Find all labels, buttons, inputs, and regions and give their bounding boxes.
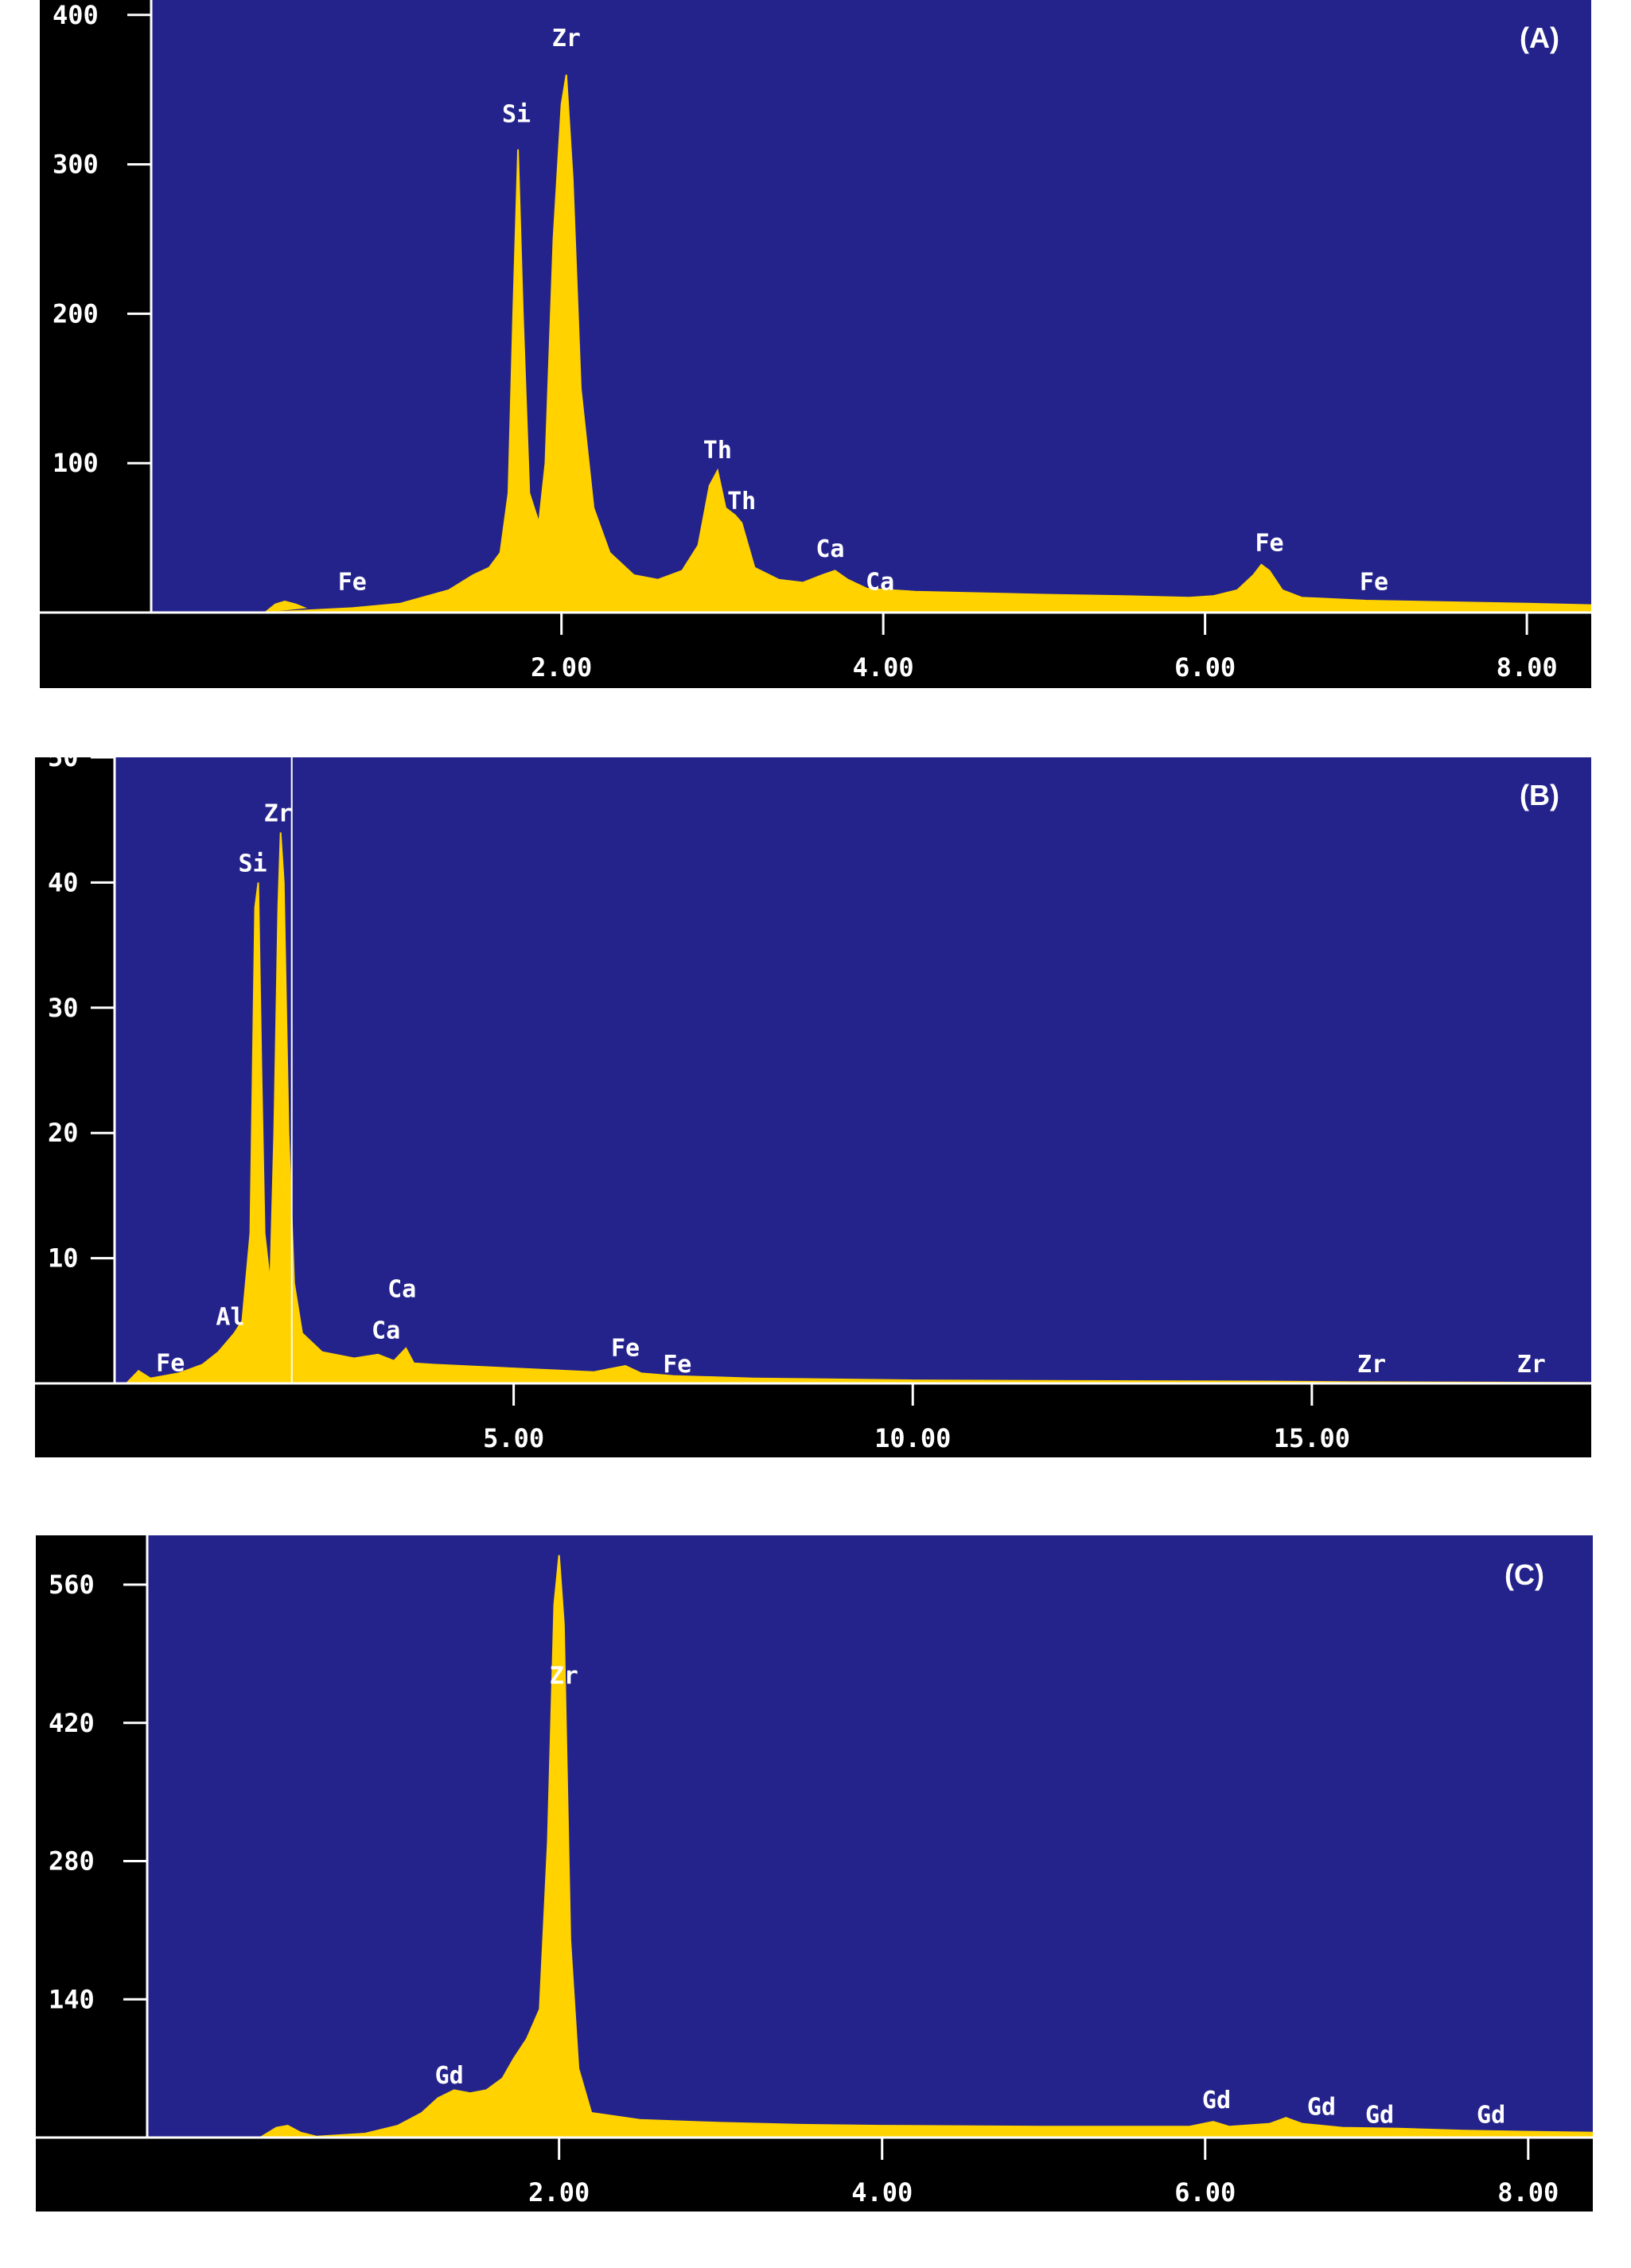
y-tick-label-c: 140 <box>49 1984 95 2014</box>
peak-label: Ca <box>387 1276 416 1304</box>
x-tick-label-c: 6.00 <box>1174 2177 1236 2208</box>
plot-area-b <box>115 757 1591 1383</box>
peak-label: Zr <box>264 800 293 828</box>
y-tick-label-a: 200 <box>53 298 99 329</box>
peak-label: Zr <box>1357 1351 1386 1379</box>
spectrum-chart-b: 10 20 30 40 50 5.00 10.00 15.00 Fe Al Si Zr Ca Ca Fe Fe… <box>35 757 1591 1457</box>
plot-area-c <box>147 1535 1593 2138</box>
peak-label: Th <box>703 437 732 465</box>
peak-label: Ca <box>816 535 844 563</box>
y-tick-label-c: 280 <box>49 1846 95 1877</box>
panel-label-a: (A) <box>1520 21 1559 54</box>
spectrum-panel-c: 140 280 420 560 2.00 4.00 6.00 8.00 Gd Zr Gd Gd Gd Gd… <box>36 1535 1593 2212</box>
peak-label: Gd <box>1202 2087 1231 2114</box>
x-tick-label-c: 8.00 <box>1497 2177 1559 2208</box>
peak-label: Fe <box>663 1351 691 1379</box>
y-tick-label-b: 40 <box>48 867 79 897</box>
x-tick-label-a: 4.00 <box>853 652 914 683</box>
x-tick-label-c: 4.00 <box>851 2177 913 2208</box>
peak-label: Fe <box>156 1350 185 1378</box>
peak-label: Al <box>216 1303 244 1331</box>
peak-label: Fe <box>338 568 367 596</box>
y-tick-label-b: 10 <box>48 1243 79 1274</box>
peak-label: Si <box>502 101 531 129</box>
y-tick-label-b: 20 <box>48 1118 79 1148</box>
peak-label: Ca <box>866 568 894 596</box>
peak-label: Fe <box>611 1335 640 1363</box>
y-tick-label-c: 560 <box>49 1570 95 1600</box>
peak-label: Ca <box>372 1317 400 1345</box>
x-tick-label-b: 10.00 <box>874 1423 951 1453</box>
x-tick-label-b: 5.00 <box>483 1423 544 1453</box>
x-tick-label-c: 2.00 <box>528 2177 590 2208</box>
x-tick-label-b: 15.00 <box>1274 1423 1350 1453</box>
y-tick-label-b: 30 <box>48 993 79 1023</box>
plot-area-a <box>151 0 1591 613</box>
peak-label: Fe <box>1360 568 1388 596</box>
spectrum-area-c <box>147 1554 1593 2138</box>
x-tick-label-a: 2.00 <box>531 652 592 683</box>
y-tick-label-c: 420 <box>49 1708 95 1738</box>
y-tick-label-a: 300 <box>53 150 99 180</box>
peak-label: Gd <box>1365 2102 1394 2130</box>
spectrum-minor-peak-a <box>263 601 308 613</box>
peak-label: Th <box>727 488 756 515</box>
spectrum-area-b <box>115 832 1591 1384</box>
panel-label-c: (C) <box>1504 1558 1544 1591</box>
peak-label: Gd <box>1307 2094 1336 2122</box>
spectrum-chart-a: 100 200 300 400 2.00 4.00 6.00 8.00 Fe Si Zr Th Th Ca… <box>40 0 1591 688</box>
peak-label: Fe <box>1255 530 1283 558</box>
panel-label-b: (B) <box>1520 779 1559 811</box>
peak-label: Gd <box>1477 2102 1505 2130</box>
y-tick-label-b: 50 <box>48 757 79 772</box>
peak-label: Zr <box>1517 1351 1546 1379</box>
spectrum-area-a <box>151 74 1591 613</box>
x-tick-label-a: 8.00 <box>1497 652 1558 683</box>
spectrum-panel-a: 100 200 300 400 2.00 4.00 6.00 8.00 Fe Si Zr Th Th Ca… <box>40 0 1591 688</box>
y-tick-label-a: 100 <box>53 448 99 478</box>
peak-label: Zr <box>552 25 581 53</box>
x-tick-label-a: 6.00 <box>1174 652 1236 683</box>
spectrum-panel-b: 10 20 30 40 50 5.00 10.00 15.00 Fe Al Si Zr Ca Ca Fe Fe… <box>35 757 1591 1457</box>
peak-label: Gd <box>435 2062 464 2090</box>
peak-label: Zr <box>550 1662 578 1690</box>
y-tick-label-a: 400 <box>53 0 99 30</box>
spectrum-chart-c: 140 280 420 560 2.00 4.00 6.00 8.00 Gd Zr Gd Gd Gd Gd… <box>36 1535 1593 2212</box>
peak-label: Si <box>238 850 267 878</box>
